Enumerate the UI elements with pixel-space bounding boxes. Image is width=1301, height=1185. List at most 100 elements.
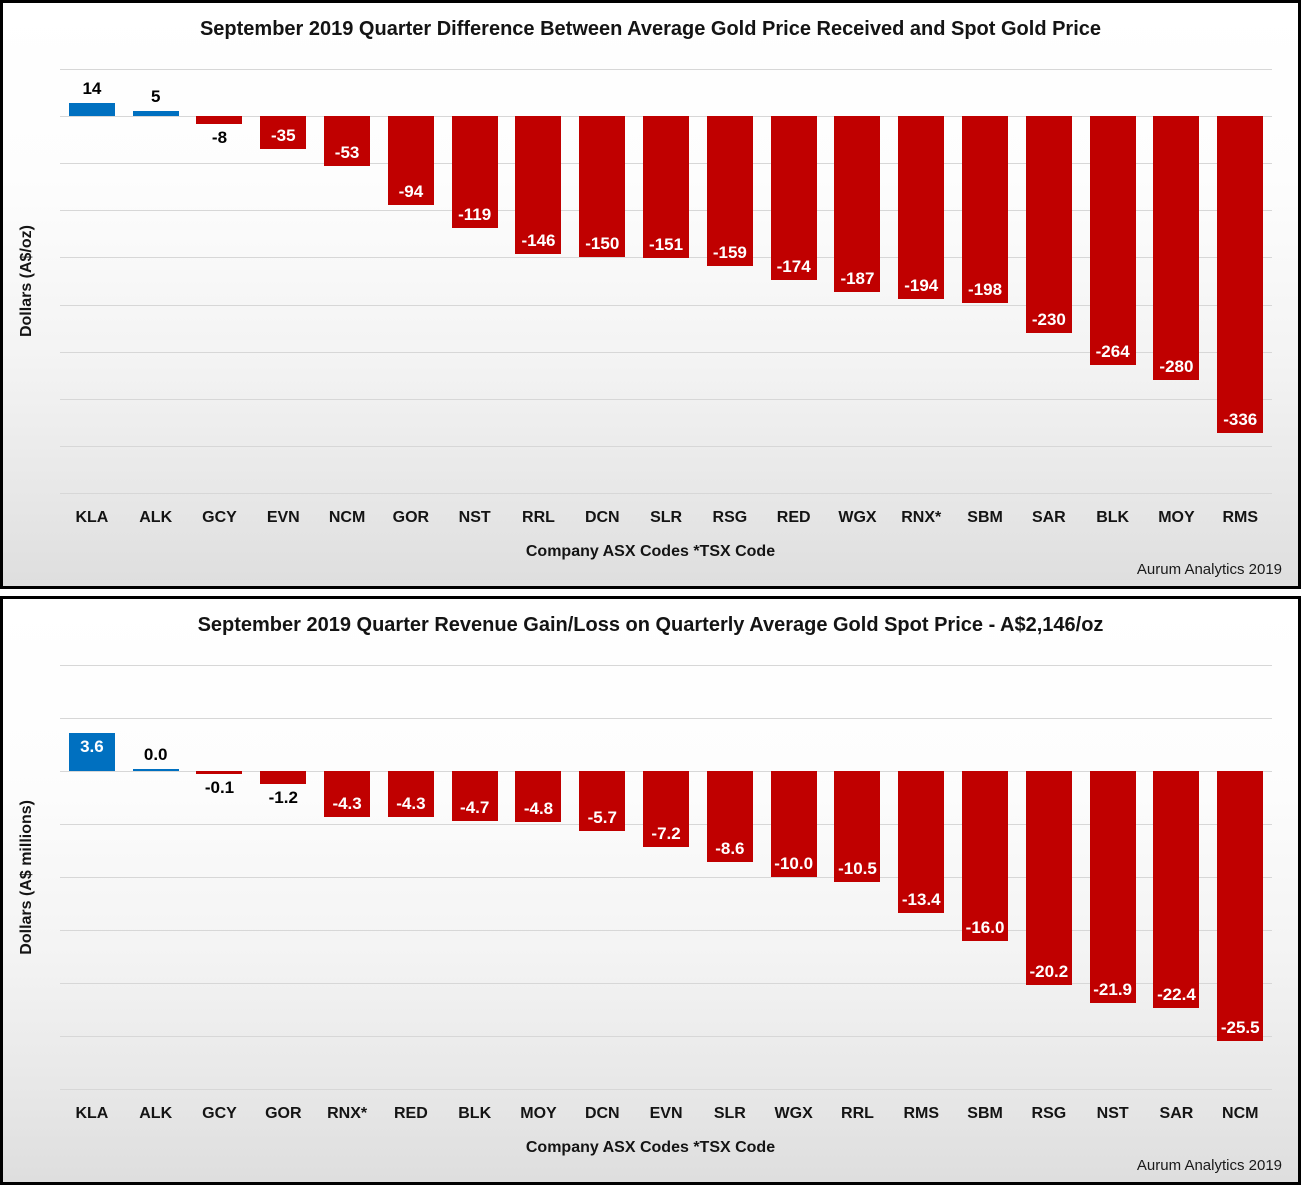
value-label: -230 bbox=[1031, 309, 1066, 329]
value-label: -119 bbox=[458, 205, 492, 225]
bar-RRL bbox=[515, 116, 562, 254]
bar-slot: -10.0 bbox=[762, 665, 826, 1089]
bar-slot: -0.1 bbox=[188, 665, 252, 1089]
value-label: -10.0 bbox=[774, 854, 814, 873]
category-label-SBM: SBM bbox=[967, 1105, 1003, 1122]
bar-slot: -187 bbox=[826, 69, 890, 493]
category-label-DCN: DCN bbox=[584, 509, 620, 526]
gridline bbox=[60, 665, 1272, 666]
value-label: -280 bbox=[1159, 356, 1194, 376]
value-label: -4.3 bbox=[396, 793, 426, 813]
bar-slot: -10.5 bbox=[826, 665, 890, 1089]
bar-ALK bbox=[132, 111, 179, 117]
bar-slot: -280 bbox=[1145, 69, 1209, 493]
bar-slot: -16.0 bbox=[953, 665, 1017, 1089]
value-label: -174 bbox=[776, 257, 811, 277]
bar-slot: 14 bbox=[60, 69, 124, 493]
value-label: -94 bbox=[398, 181, 424, 201]
bar-BLK bbox=[451, 771, 498, 821]
bar-NST bbox=[1089, 771, 1136, 1004]
gridline bbox=[60, 930, 1272, 931]
bar-GOR bbox=[260, 771, 307, 784]
bar-SLR bbox=[706, 771, 753, 863]
bar-NCM bbox=[324, 116, 371, 167]
value-label: -194 bbox=[904, 275, 939, 295]
category-label-SLR: SLR bbox=[713, 1105, 746, 1122]
value-label: -8.6 bbox=[715, 839, 745, 859]
value-label: -10.5 bbox=[838, 859, 877, 879]
bar-MOY bbox=[515, 771, 562, 822]
bar-GCY bbox=[196, 116, 243, 124]
bar-slot: -22.4 bbox=[1145, 665, 1209, 1089]
bar-slot: -194 bbox=[889, 69, 953, 493]
bar-RSG bbox=[1025, 771, 1072, 986]
bar-slot: -13.4 bbox=[889, 665, 953, 1089]
gridline bbox=[60, 718, 1272, 719]
value-label: -4.7 bbox=[460, 797, 490, 817]
bar-slot: -146 bbox=[507, 69, 571, 493]
bar-slot: -4.8 bbox=[507, 665, 571, 1089]
category-label-NST: NST bbox=[1096, 1105, 1129, 1122]
category-label-DCN: DCN bbox=[584, 1105, 620, 1122]
category-label-GCY: GCY bbox=[202, 509, 237, 526]
category-label-SLR: SLR bbox=[650, 509, 683, 526]
value-label: 14 bbox=[82, 78, 102, 98]
value-label: 5 bbox=[150, 87, 161, 107]
bar-BLK bbox=[1089, 116, 1136, 365]
bar-RED bbox=[387, 771, 434, 817]
bar-DCN bbox=[579, 116, 626, 258]
bar-SLR bbox=[643, 116, 690, 259]
bar-GOR bbox=[387, 116, 434, 205]
value-label: -22.4 bbox=[1157, 985, 1196, 1005]
x-axis-title: Company ASX Codes *TSX Code bbox=[525, 1139, 776, 1156]
category-label-MOY: MOY bbox=[1158, 509, 1195, 526]
value-label: 3.6 bbox=[80, 736, 104, 756]
gridline bbox=[60, 1089, 1272, 1090]
bar-KLA bbox=[68, 732, 115, 771]
category-label-ALK: ALK bbox=[139, 1105, 173, 1122]
bar-slot: -25.5 bbox=[1208, 665, 1272, 1089]
value-label: -159 bbox=[712, 242, 747, 262]
bar-RED bbox=[770, 116, 817, 281]
bar-slot: -336 bbox=[1208, 69, 1272, 493]
value-label: -336 bbox=[1223, 409, 1258, 429]
category-label-NCM: NCM bbox=[328, 509, 366, 526]
gridline bbox=[60, 69, 1272, 70]
value-label: -198 bbox=[968, 279, 1003, 299]
category-label-BLK: BLK bbox=[1096, 509, 1130, 526]
value-label: -13.4 bbox=[901, 890, 941, 910]
category-label-BLK: BLK bbox=[458, 1105, 492, 1122]
category-label-KLA: KLA bbox=[75, 509, 109, 526]
bar-slot: -94 bbox=[379, 69, 443, 493]
bar-slot: -4.3 bbox=[379, 665, 443, 1089]
bar-slot: 5 bbox=[124, 69, 188, 493]
category-label-GOR: GOR bbox=[265, 1105, 302, 1122]
bar-slot: -53 bbox=[315, 69, 379, 493]
category-label-MOY: MOY bbox=[520, 1105, 557, 1122]
bar-slot: -1.2 bbox=[251, 665, 315, 1089]
bar-slot: -159 bbox=[698, 69, 762, 493]
bar-DCN bbox=[579, 771, 626, 832]
bar-slot: -35 bbox=[251, 69, 315, 493]
gridline bbox=[60, 877, 1272, 878]
bars-layer: 3.6 0.0 -0.1 -1.2 -4.3 -4.3 -4.7 -4.8 -5.7 -7.2 -8… bbox=[60, 665, 1272, 1089]
bar-EVN bbox=[643, 771, 690, 848]
value-label: -151 bbox=[649, 235, 684, 255]
value-label: -16.0 bbox=[965, 917, 1005, 937]
gridline bbox=[60, 1036, 1272, 1037]
value-label: -264 bbox=[1095, 341, 1130, 361]
value-label: -7.2 bbox=[651, 824, 681, 844]
bar-WGX bbox=[770, 771, 817, 877]
bar-slot: -230 bbox=[1017, 69, 1081, 493]
category-axis: KLA ALK GCY GOR RNX* RED BLK MOY DCN EVN SLR WGX RRL… bbox=[60, 1105, 1272, 1123]
value-label: -5.7 bbox=[587, 808, 617, 828]
plot-area: 14 5 -8 -35 -53 -94 -119 -146 -150 -151 -159 -174 -1… bbox=[60, 69, 1272, 494]
value-label: -35 bbox=[271, 126, 296, 146]
category-label-RNX: RNX* bbox=[327, 1105, 368, 1122]
category-label-RRL: RRL bbox=[522, 509, 555, 526]
bar-slot: -174 bbox=[762, 69, 826, 493]
plot-area: 3.6 0.0 -0.1 -1.2 -4.3 -4.3 -4.7 -4.8 -5.7 -7.2 -8… bbox=[60, 665, 1272, 1090]
value-label: -53 bbox=[334, 143, 360, 163]
bar-RMS bbox=[898, 771, 945, 914]
category-label-GOR: GOR bbox=[392, 509, 430, 526]
